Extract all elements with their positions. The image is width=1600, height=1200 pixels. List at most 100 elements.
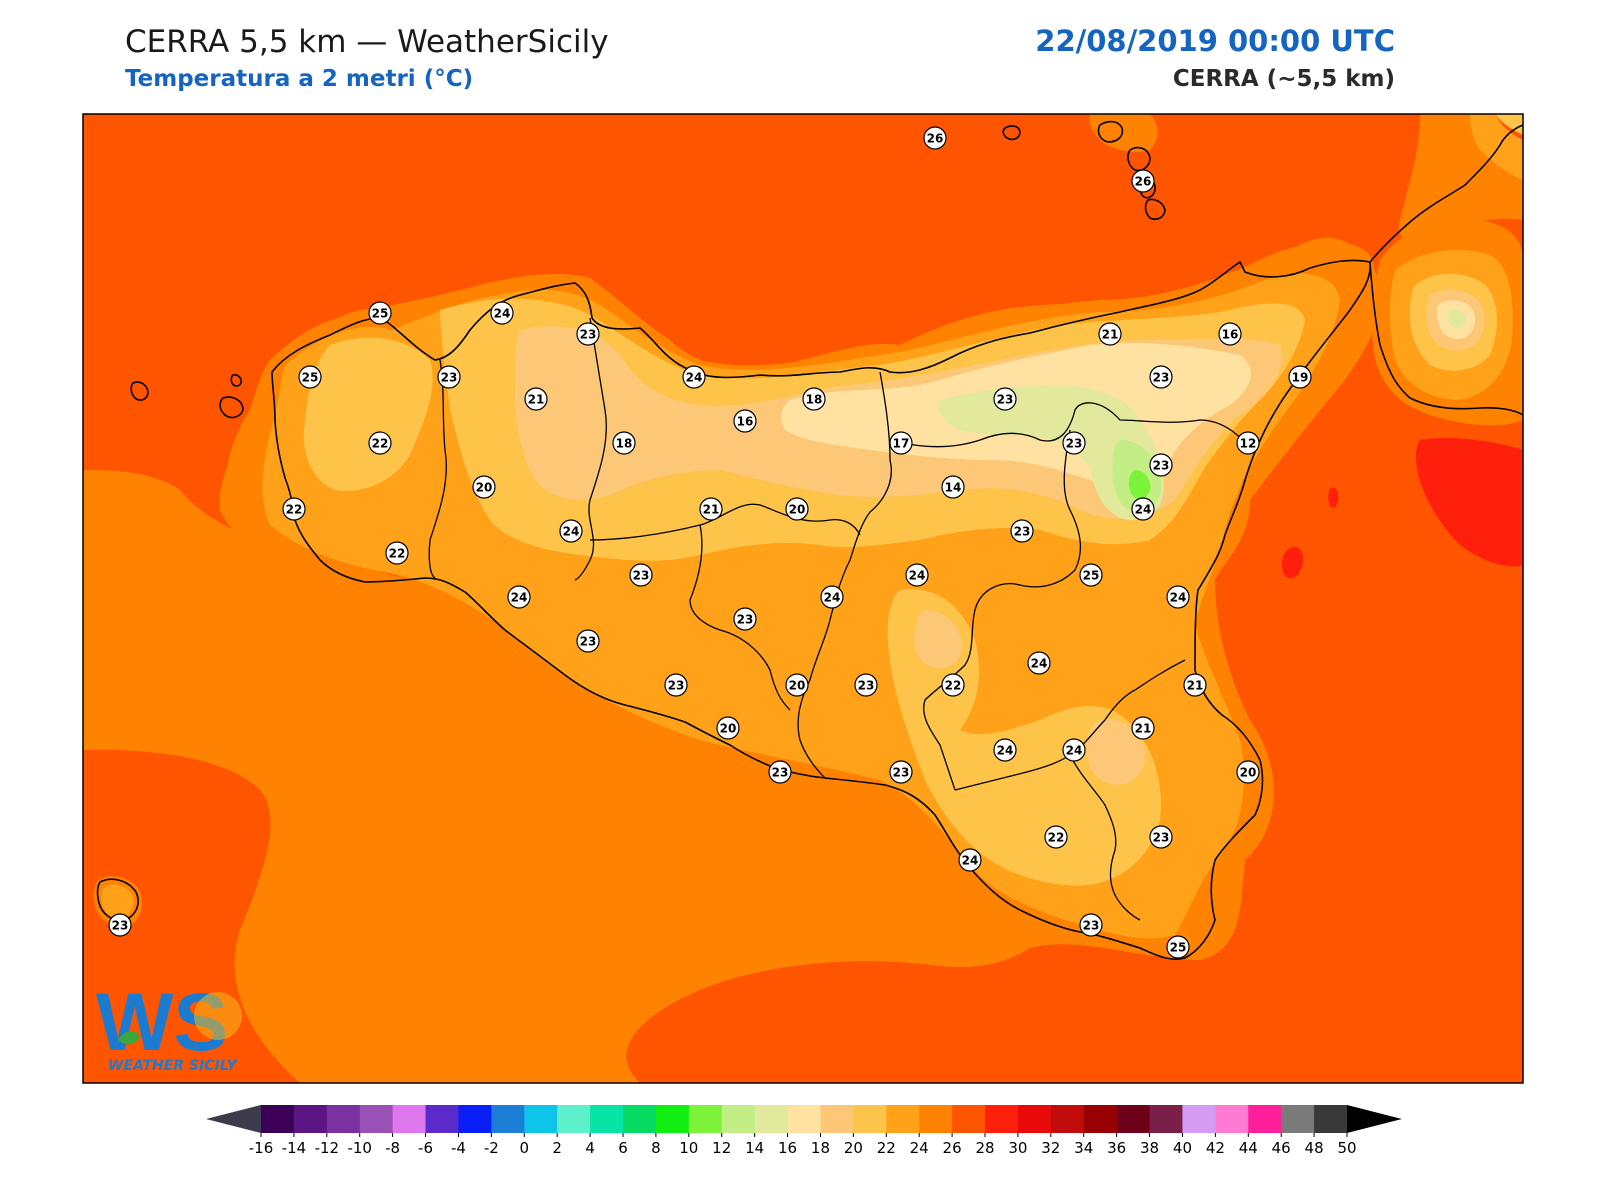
station-marker: 21 [699,497,723,521]
station-marker-circle [108,913,132,937]
station-marker-circle [1149,453,1173,477]
station-value: 23 [1153,371,1170,385]
station-marker-circle [733,409,757,433]
station-marker: 21 [1183,673,1207,697]
logo-leaf-icon [118,1031,140,1045]
colorbar-tick-label: -16 [249,1139,274,1157]
station-value: 21 [703,503,720,517]
station-marker: 25 [1166,935,1190,959]
station-marker-circle [699,497,723,521]
station-marker: 23 [108,913,132,937]
station-marker-circle [1027,651,1051,675]
colorbar-tick-label: 36 [1107,1139,1126,1157]
station-value: 23 [1153,459,1170,473]
station-marker: 23 [854,673,878,697]
station-marker: 25 [298,365,322,389]
colorbar-tick-label: 10 [679,1139,698,1157]
station-marker-circle [490,301,514,325]
sea-patch-28-a [1282,547,1304,579]
colorbar-tick-label: 2 [552,1139,562,1157]
colorbar-tick-label: 18 [811,1139,830,1157]
station-value: 20 [476,481,493,495]
station-value: 16 [737,415,754,429]
colorbar-tick-label: -6 [418,1139,433,1157]
station-marker: 22 [1044,825,1068,849]
colorbar-tick-label: 6 [618,1139,628,1157]
station-marker-circle [682,365,706,389]
station-marker: 21 [524,387,548,411]
station-value: 24 [686,371,703,385]
station-value: 20 [789,503,806,517]
station-marker-circle [612,431,636,455]
station-value: 24 [1170,591,1187,605]
station-marker: 25 [368,301,392,325]
station-marker-circle [1010,519,1034,543]
colorbar-tick-label: 44 [1239,1139,1258,1157]
station-marker: 22 [385,541,409,565]
station-marker: 23 [576,322,600,346]
colorbar-tick-label: 30 [1008,1139,1027,1157]
colorbar-swatch [952,1105,986,1133]
colorbar-swatch [425,1105,459,1133]
station-marker: 18 [802,387,826,411]
station-marker-circle [889,760,913,784]
colorbar-tick-label: -2 [484,1139,499,1157]
station-marker: 23 [629,563,653,587]
colorbar-tick-label: 28 [975,1139,994,1157]
station-marker-circle [368,301,392,325]
colorbar-swatch [985,1105,1019,1133]
station-marker: 23 [1010,519,1034,543]
station-marker-circle [1166,585,1190,609]
colorbar-tick-label: -8 [385,1139,400,1157]
colorbar-tick-label: 14 [745,1139,764,1157]
station-value: 23 [441,371,458,385]
corner-band-20 [1495,114,1523,135]
station-marker-circle [576,629,600,653]
colorbar-tick-label: 46 [1272,1139,1291,1157]
station-marker-circle [385,541,409,565]
colorbar-swatch [655,1105,690,1133]
colorbar-tick-label: 42 [1206,1139,1225,1157]
station-marker-circle [1131,169,1155,193]
colorbar-swatch [524,1105,558,1133]
station-marker-circle [1149,825,1173,849]
colorbar-tick-label: 50 [1337,1139,1356,1157]
station-marker-circle [941,475,965,499]
station-marker: 23 [1149,453,1173,477]
station-marker-circle [820,585,844,609]
station-value: 22 [1048,831,1065,845]
station-marker-circle [923,126,947,150]
station-marker-circle [1131,716,1155,740]
colorbar-tick-label: -10 [347,1139,372,1157]
station-value: 23 [737,613,754,627]
station-marker: 23 [733,607,757,631]
contour-band-20-west [303,337,433,491]
colorbar-tick-label: 22 [877,1139,896,1157]
station-marker-circle [576,322,600,346]
station-marker-circle [1183,673,1207,697]
contour-band-18-south [914,610,963,669]
station-value: 16 [1222,328,1239,342]
station-marker-circle [664,673,688,697]
colorbar-tick-label: 38 [1140,1139,1159,1157]
station-value: 20 [720,722,737,736]
colorbar-swatch [392,1105,427,1133]
station-marker: 21 [1098,322,1122,346]
colorbar-tick-label: 32 [1041,1139,1060,1157]
station-marker: 26 [1131,169,1155,193]
station-marker: 24 [1166,585,1190,609]
sea-patch-28-b [1328,487,1339,508]
station-value: 23 [893,766,910,780]
station-marker: 16 [1218,322,1242,346]
station-marker: 20 [716,716,740,740]
colorbar-tick-label: 0 [519,1139,529,1157]
station-marker: 22 [941,673,965,697]
station-marker-circle [524,387,548,411]
station-marker: 17 [889,431,913,455]
station-marker: 20 [472,475,496,499]
colorbar-tick-label: 20 [844,1139,863,1157]
calabria-band-14 [1448,309,1466,329]
station-value: 21 [528,393,545,407]
station-marker-circle [1079,913,1103,937]
